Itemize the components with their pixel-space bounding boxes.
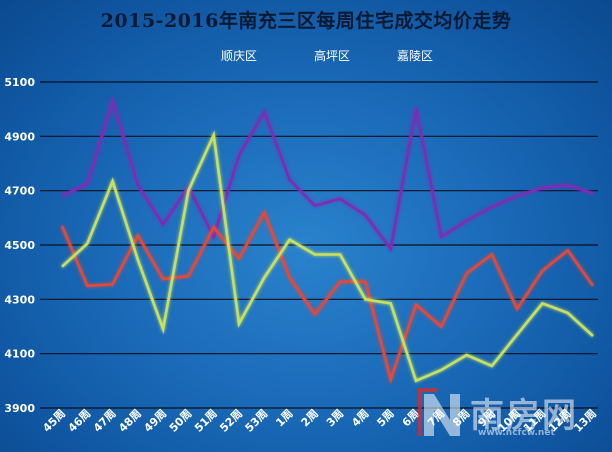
watermark-url: www.ncfcw.net [478,428,555,438]
x-tick-label: 47周 [91,407,119,435]
series-line-2 [61,130,594,383]
x-tick-label: 4周 [349,407,371,429]
watermark: 南房网 www.ncfcw.net [418,386,608,446]
y-tick-label: 3900 [4,402,35,415]
y-tick-label: 4900 [4,130,35,143]
x-tick-label: 50周 [167,407,195,435]
x-tick-label: 53周 [243,407,271,435]
y-tick-label: 4700 [4,185,35,198]
legend-label-1: 高坪区 [314,48,350,63]
x-tick-label: 45周 [40,407,68,435]
y-tick-label: 5100 [4,76,35,89]
y-tick-label: 4300 [4,293,35,306]
n-logo-icon [418,388,460,436]
chart-title: 2015-2016年南充三区每周住宅成交均价走势 [100,10,512,32]
y-tick-label: 4100 [4,348,35,361]
series-lines [60,96,595,385]
x-tick-label: 48周 [116,407,144,435]
legend: 顺庆区 高坪区 嘉陵区 [193,48,433,63]
grid-lines [40,81,598,409]
x-tick-label: 51周 [192,407,220,435]
y-axis-ticks: 3900 4100 4300 4500 4700 4900 5100 [4,76,35,415]
x-tick-label: 49周 [141,407,169,435]
x-tick-label: 5周 [374,407,396,429]
x-tick-label: 1周 [273,407,295,429]
x-tick-label: 2周 [299,407,321,429]
legend-label-2: 嘉陵区 [397,49,433,63]
x-tick-label: 3周 [324,407,346,429]
series-line-0 [61,96,594,253]
series-line-1 [60,209,595,385]
y-tick-label: 4500 [4,239,35,252]
x-tick-label: 52周 [217,407,245,435]
x-tick-label: 46周 [66,407,94,435]
legend-label-0: 顺庆区 [221,49,257,63]
watermark-logo-text: 南房网 [470,396,578,436]
